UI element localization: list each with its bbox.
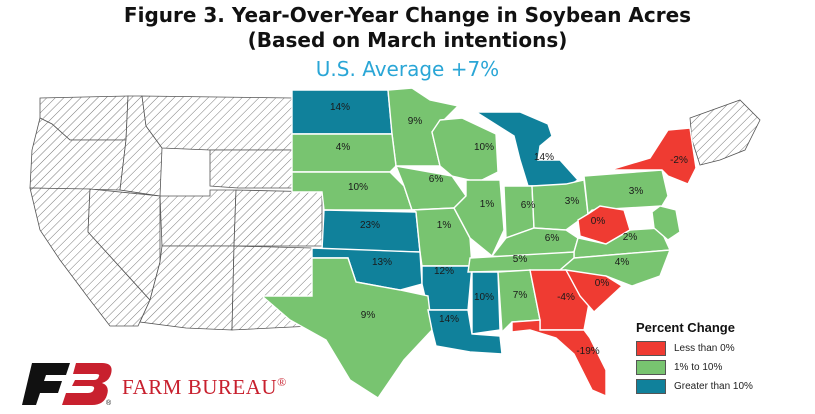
label-sc: 0% <box>595 278 610 289</box>
legend-item-1-to-10: 1% to 10% <box>636 359 806 375</box>
state-labels: 14% 9% 4% 10% 10% 14% 6% 23% 1% 1% 6% 3%… <box>330 102 688 357</box>
label-pa: 3% <box>629 186 644 197</box>
state-mi <box>473 111 580 187</box>
label-mn: 9% <box>408 116 423 127</box>
label-mo: 1% <box>437 220 452 231</box>
legend-item-greater-than-10: Greater than 10% <box>636 378 806 394</box>
label-al: 7% <box>513 290 528 301</box>
label-wi: 10% <box>474 142 494 153</box>
legend-label: 1% to 10% <box>674 361 723 373</box>
state-md-de-nj <box>651 205 681 241</box>
state-ne-states <box>689 99 761 166</box>
label-tn: 5% <box>513 254 528 265</box>
no-data-states <box>29 95 761 331</box>
legend-swatch-red <box>636 340 666 356</box>
farm-bureau-brand: ® FARM BUREAU® <box>18 361 338 407</box>
state-co <box>233 189 323 247</box>
legend-label: Less than 0% <box>674 342 735 354</box>
state-ms <box>471 271 501 335</box>
legend-title: Percent Change <box>636 320 735 335</box>
label-ok: 13% <box>372 257 392 268</box>
label-oh: 3% <box>565 196 580 207</box>
label-fl: -19% <box>576 346 599 357</box>
state-ne <box>291 171 413 211</box>
label-mi: 14% <box>534 152 554 163</box>
label-in: 6% <box>521 200 536 211</box>
legend-item-less-than-0: Less than 0% <box>636 340 806 356</box>
state-ny <box>609 127 697 185</box>
label-wv: 0% <box>591 216 606 227</box>
label-tx: 9% <box>361 310 376 321</box>
label-nc: 4% <box>615 257 630 268</box>
state-sd <box>291 133 397 173</box>
state-il <box>453 179 505 258</box>
state-ks <box>321 209 421 253</box>
data-states <box>260 87 697 399</box>
label-ne: 10% <box>348 182 368 193</box>
legend-swatch-green <box>636 359 666 375</box>
label-nd: 14% <box>330 102 350 113</box>
label-ny: -2% <box>670 155 688 166</box>
label-ar: 12% <box>434 266 454 277</box>
state-la <box>427 309 503 355</box>
label-ga: -4% <box>557 292 575 303</box>
label-va: 2% <box>623 232 638 243</box>
state-mt <box>141 95 293 151</box>
label-la: 14% <box>439 314 459 325</box>
label-ky: 6% <box>545 233 560 244</box>
legend-swatch-teal <box>636 378 666 394</box>
legend-label: Greater than 10% <box>674 380 753 392</box>
label-ms: 10% <box>474 292 494 303</box>
state-ut <box>159 189 237 247</box>
us-average-subtitle: U.S. Average +7% <box>315 57 500 81</box>
svg-text:®: ® <box>106 399 112 407</box>
legend: Percent Change Less than 0% 1% to 10% Gr… <box>636 320 806 397</box>
label-sd: 4% <box>336 142 351 153</box>
state-wy <box>209 149 293 189</box>
farm-bureau-logo-icon: ® <box>22 363 112 407</box>
farm-bureau-wordmark: FARM BUREAU® <box>122 375 287 399</box>
state-tx <box>260 257 433 399</box>
figure-title: Figure 3. Year-Over-Year Change in Soybe… <box>123 3 692 27</box>
label-ks: 23% <box>360 220 380 231</box>
state-fl <box>511 319 607 398</box>
state-sc <box>564 269 624 314</box>
state-pa <box>583 169 669 216</box>
label-ia: 6% <box>429 174 444 185</box>
label-il: 1% <box>480 199 495 210</box>
figure-title-line-2: (Based on March intentions) <box>247 28 568 52</box>
